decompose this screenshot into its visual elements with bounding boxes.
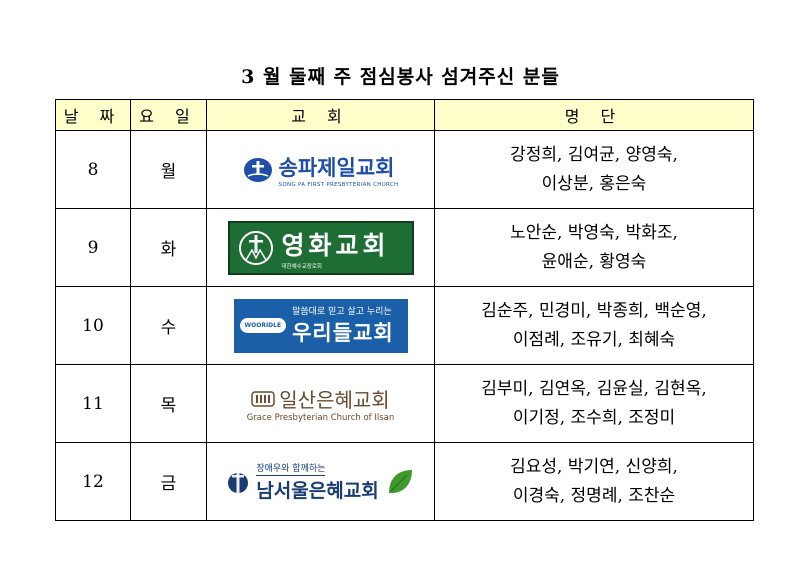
row-date: 10 — [55, 286, 131, 365]
table-row: 8 월 송파제일교회 SONG PA FIRST PRESBYTERIAN CH… — [55, 130, 754, 209]
church-logo-namseoul: 장애우와 함께하는 남서울은혜교회 — [207, 461, 434, 503]
church-name: 일산은혜교회 — [279, 388, 390, 412]
church-name: 영화교회 — [281, 230, 390, 260]
church-logo-cell: 송파제일교회 SONG PA FIRST PRESBYTERIAN CHURCH — [206, 130, 435, 209]
header-church: 교 회 — [206, 99, 435, 131]
header-date: 날 짜 — [55, 99, 131, 131]
volunteer-names: 강정희, 김여균, 양영숙, 이상분, 홍은숙 — [434, 130, 754, 209]
church-name: 남서울은혜교회 — [256, 479, 379, 502]
names-line: 김요성, 박기연, 신양희, — [510, 456, 678, 477]
names-line: 윤애순, 황영숙 — [541, 251, 647, 272]
names-line: 이경숙, 정명례, 조찬순 — [512, 485, 676, 506]
church-subtitle: Grace Presbyterian Church of Ilsan — [246, 413, 395, 423]
names-line: 이기정, 조수희, 조정미 — [512, 407, 676, 428]
volunteer-names: 노안순, 박영숙, 박화조, 윤애순, 황영숙 — [434, 208, 754, 287]
church-logo-younghwa: 영화교회 대한예수교장로회 — [227, 220, 414, 275]
church-name: 송파제일교회 — [278, 155, 395, 180]
church-logo-woori: WOORIDLE 말씀대로 믿고 살고 누리는 우리들교회 — [233, 298, 408, 353]
church-logo-cell: 장애우와 함께하는 남서울은혜교회 — [206, 442, 435, 521]
church-subtitle: 대한예수교장로회 — [281, 263, 322, 270]
church-subtitle: 장애우와 함께하는 — [256, 461, 326, 476]
volunteer-names: 김부미, 김연옥, 김윤실, 김현옥, 이기정, 조수희, 조정미 — [434, 364, 754, 443]
church-logo-songpa: 송파제일교회 SONG PA FIRST PRESBYTERIAN CHURCH — [207, 152, 434, 188]
row-date: 12 — [55, 442, 131, 521]
table-row: 10 수 WOORIDLE 말씀대로 믿고 살고 누리는 우리들교회 김순주, … — [55, 286, 754, 365]
church-subtitle: 말씀대로 믿고 살고 누리는 — [292, 307, 392, 317]
row-day: 목 — [130, 364, 207, 443]
church-name: 우리들교회 — [292, 321, 394, 345]
grace-emblem-icon — [251, 390, 276, 407]
volunteer-names: 김요성, 박기연, 신양희, 이경숙, 정명례, 조찬순 — [434, 442, 754, 521]
names-line: 노안순, 박영숙, 박화조, — [510, 222, 678, 243]
church-logo-cell: 일산은혜교회 Grace Presbyterian Church of Ilsa… — [206, 364, 435, 443]
table-row: 11 목 일산은혜교회 — [55, 364, 754, 443]
table-header-row: 날 짜 요 일 교 회 명 단 — [55, 99, 754, 131]
church-logo-ilsan: 일산은혜교회 Grace Presbyterian Church of Ilsa… — [207, 384, 434, 423]
row-date: 11 — [55, 364, 131, 443]
names-line: 이상분, 홍은숙 — [541, 173, 647, 194]
church-logo-cell: WOORIDLE 말씀대로 믿고 살고 누리는 우리들교회 — [206, 286, 435, 365]
volunteer-names: 김순주, 민경미, 박종희, 백순영, 이점례, 조유기, 최혜숙 — [434, 286, 754, 365]
table-row: 12 금 장애우와 함께하는 남서울은혜교회 — [55, 442, 754, 521]
row-date: 8 — [55, 130, 131, 209]
globe-cross-icon — [228, 468, 249, 495]
leaf-icon — [388, 469, 412, 493]
schedule-table: 날 짜 요 일 교 회 명 단 8 월 송파제일교회 — [55, 99, 754, 521]
header-day: 요 일 — [130, 99, 207, 131]
header-names: 명 단 — [434, 99, 754, 131]
names-line: 강정희, 김여균, 양영숙, — [510, 144, 678, 165]
row-date: 9 — [55, 208, 131, 287]
page-title: 3 월 둘째 주 점심봉사 섬겨주신 분들 — [241, 66, 560, 88]
row-day: 금 — [130, 442, 207, 521]
cross-book-icon — [243, 157, 272, 182]
row-day: 월 — [130, 130, 207, 209]
woori-badge: WOORIDLE — [239, 318, 287, 333]
names-line: 김순주, 민경미, 박종희, 백순영, — [481, 300, 707, 321]
row-day: 수 — [130, 286, 207, 365]
names-line: 이점례, 조유기, 최혜숙 — [512, 329, 676, 350]
table-row: 9 화 영화교회 대한예수교장로회 노안순, 박영숙, — [55, 208, 754, 287]
names-line: 김부미, 김연옥, 김윤실, 김현옥, — [481, 378, 707, 399]
cross-circle-icon — [238, 230, 273, 265]
row-day: 화 — [130, 208, 207, 287]
church-logo-cell: 영화교회 대한예수교장로회 — [206, 208, 435, 287]
church-subtitle: SONG PA FIRST PRESBYTERIAN CHURCH — [278, 181, 399, 188]
